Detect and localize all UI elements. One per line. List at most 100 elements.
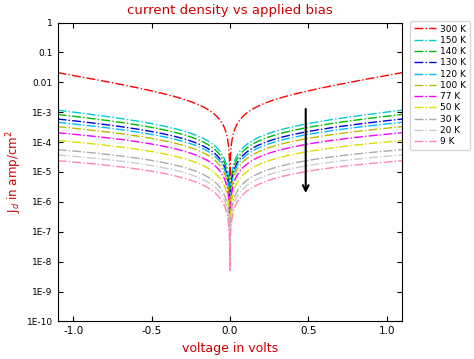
100 K (312, 135, 318, 139)
150 K (338, 116, 344, 120)
130 K (55, 117, 60, 121)
300 K (117, 82, 123, 87)
150 K (227, 223, 233, 227)
9 K (117, 165, 123, 169)
77 K (227, 242, 233, 247)
9 K (400, 159, 405, 163)
300 K (186, 99, 192, 103)
130 K (117, 125, 123, 129)
30 K (262, 169, 267, 173)
100 K (55, 125, 60, 129)
Line: 9 K: 9 K (57, 161, 402, 272)
20 K (400, 153, 405, 157)
30 K (279, 164, 284, 168)
50 K (186, 158, 192, 162)
300 K (262, 101, 267, 106)
Line: 120 K: 120 K (57, 122, 402, 235)
100 K (117, 131, 123, 136)
Line: 150 K: 150 K (57, 110, 402, 225)
150 K (279, 127, 284, 132)
300 K (279, 95, 284, 100)
150 K (262, 133, 267, 137)
120 K (186, 141, 192, 145)
Line: 300 K: 300 K (57, 73, 402, 194)
100 K (186, 145, 192, 149)
130 K (338, 124, 344, 129)
Line: 77 K: 77 K (57, 133, 402, 244)
20 K (312, 162, 318, 167)
X-axis label: voltage in volts: voltage in volts (182, 342, 278, 355)
Line: 140 K: 140 K (57, 115, 402, 228)
140 K (312, 124, 318, 129)
140 K (400, 112, 405, 117)
50 K (279, 155, 284, 159)
130 K (227, 230, 233, 235)
50 K (117, 145, 123, 149)
50 K (55, 139, 60, 143)
30 K (400, 148, 405, 152)
130 K (262, 140, 267, 145)
20 K (262, 174, 267, 178)
140 K (279, 131, 284, 135)
9 K (338, 164, 344, 169)
100 K (227, 237, 233, 241)
150 K (400, 108, 405, 112)
50 K (262, 160, 267, 164)
130 K (186, 138, 192, 143)
Line: 50 K: 50 K (57, 141, 402, 252)
50 K (312, 148, 318, 153)
300 K (338, 82, 344, 86)
77 K (312, 141, 318, 145)
77 K (55, 131, 60, 135)
130 K (312, 128, 318, 132)
50 K (227, 250, 233, 254)
130 K (279, 135, 284, 139)
30 K (55, 148, 60, 152)
77 K (262, 153, 267, 157)
20 K (279, 169, 284, 173)
30 K (186, 167, 192, 171)
100 K (338, 131, 344, 136)
120 K (262, 143, 267, 148)
50 K (338, 145, 344, 149)
Title: current density vs applied bias: current density vs applied bias (127, 4, 333, 17)
150 K (55, 108, 60, 112)
9 K (262, 180, 267, 184)
30 K (312, 157, 318, 162)
120 K (227, 233, 233, 237)
Y-axis label: J$_d$ in amp/cm$^2$: J$_d$ in amp/cm$^2$ (4, 131, 24, 213)
300 K (400, 70, 405, 75)
140 K (117, 120, 123, 125)
20 K (186, 172, 192, 176)
9 K (55, 159, 60, 163)
120 K (400, 120, 405, 125)
150 K (186, 131, 192, 135)
20 K (227, 264, 233, 268)
50 K (400, 139, 405, 143)
9 K (312, 168, 318, 172)
77 K (338, 137, 344, 141)
300 K (55, 70, 60, 75)
120 K (312, 131, 318, 135)
77 K (279, 147, 284, 151)
150 K (117, 116, 123, 121)
77 K (117, 137, 123, 141)
Line: 20 K: 20 K (57, 155, 402, 266)
140 K (227, 226, 233, 230)
77 K (186, 150, 192, 155)
20 K (55, 153, 60, 157)
Line: 100 K: 100 K (57, 127, 402, 239)
300 K (227, 191, 233, 196)
140 K (55, 112, 60, 117)
Line: 130 K: 130 K (57, 119, 402, 233)
20 K (117, 159, 123, 163)
150 K (312, 120, 318, 125)
100 K (400, 125, 405, 129)
130 K (400, 117, 405, 121)
120 K (279, 138, 284, 142)
100 K (279, 142, 284, 146)
140 K (262, 136, 267, 141)
140 K (186, 134, 192, 139)
30 K (117, 154, 123, 158)
140 K (338, 120, 344, 124)
